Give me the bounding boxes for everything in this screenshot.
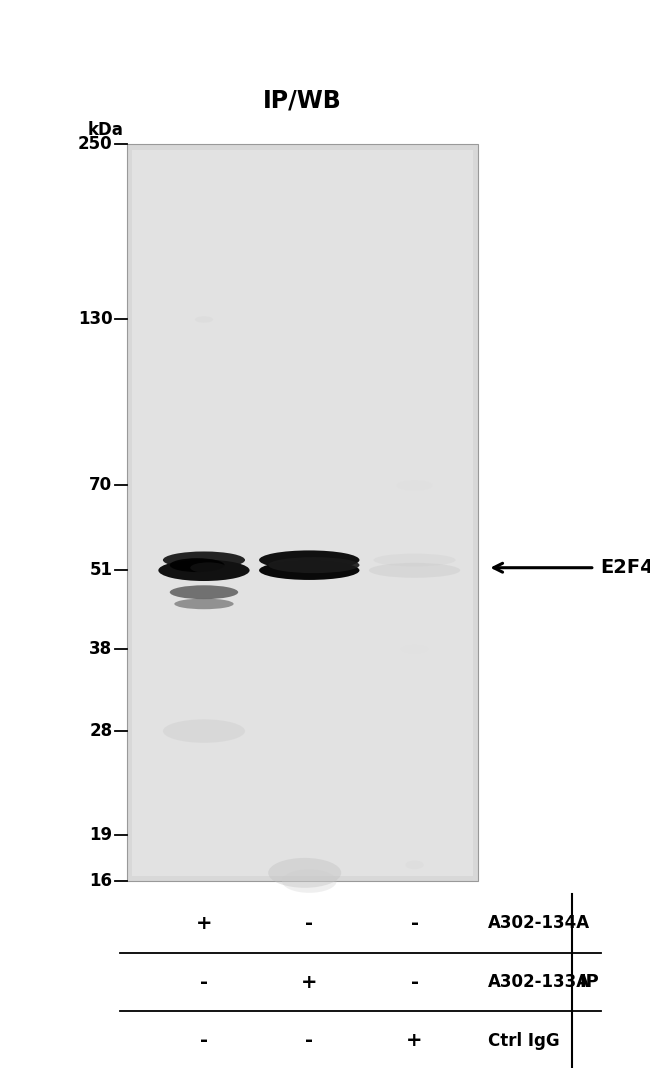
Ellipse shape bbox=[282, 869, 337, 893]
Text: -: - bbox=[306, 1032, 313, 1050]
Text: 19: 19 bbox=[89, 826, 112, 844]
Bar bbox=[141, 174, 463, 851]
Bar bbox=[162, 218, 443, 807]
Bar bbox=[129, 147, 476, 878]
Bar bbox=[148, 188, 457, 837]
Text: -: - bbox=[411, 914, 419, 932]
Ellipse shape bbox=[159, 560, 250, 581]
Text: +: + bbox=[196, 914, 212, 932]
Bar bbox=[134, 159, 471, 866]
Bar bbox=[150, 192, 455, 833]
Bar bbox=[164, 221, 441, 804]
Text: 38: 38 bbox=[89, 640, 112, 658]
Bar bbox=[132, 155, 473, 870]
Text: -: - bbox=[200, 1032, 208, 1050]
Text: +: + bbox=[301, 973, 317, 991]
Bar bbox=[151, 195, 453, 830]
Bar bbox=[157, 207, 448, 818]
Text: 250: 250 bbox=[78, 136, 112, 153]
Ellipse shape bbox=[163, 720, 245, 743]
Text: 28: 28 bbox=[89, 722, 112, 740]
Ellipse shape bbox=[259, 550, 359, 569]
Bar bbox=[146, 185, 458, 841]
Ellipse shape bbox=[374, 553, 456, 566]
Bar bbox=[159, 210, 446, 815]
Text: 130: 130 bbox=[78, 311, 112, 329]
Bar bbox=[136, 162, 469, 863]
Text: 16: 16 bbox=[90, 873, 112, 890]
Bar bbox=[144, 182, 460, 844]
Bar bbox=[139, 170, 465, 855]
Ellipse shape bbox=[174, 598, 233, 609]
Ellipse shape bbox=[170, 585, 238, 599]
Text: -: - bbox=[200, 973, 208, 991]
Text: E2F4: E2F4 bbox=[600, 559, 650, 577]
Text: -: - bbox=[411, 973, 419, 991]
Ellipse shape bbox=[369, 563, 460, 578]
Text: kDa: kDa bbox=[88, 122, 124, 139]
Text: 51: 51 bbox=[90, 562, 112, 579]
Bar bbox=[142, 177, 462, 848]
Bar bbox=[176, 248, 428, 778]
Bar bbox=[155, 203, 450, 822]
Bar bbox=[153, 200, 451, 826]
Text: IP/WB: IP/WB bbox=[263, 89, 342, 112]
Ellipse shape bbox=[259, 561, 359, 580]
Bar bbox=[170, 236, 434, 789]
Bar bbox=[160, 215, 445, 811]
Text: IP: IP bbox=[580, 973, 599, 991]
Bar bbox=[172, 240, 432, 785]
Text: A302-134A: A302-134A bbox=[488, 914, 590, 932]
Bar bbox=[167, 229, 437, 797]
Text: A302-133A: A302-133A bbox=[488, 973, 590, 991]
Bar bbox=[127, 144, 478, 881]
Ellipse shape bbox=[163, 551, 245, 568]
Ellipse shape bbox=[396, 481, 433, 491]
Ellipse shape bbox=[170, 559, 224, 572]
Bar bbox=[137, 167, 467, 859]
Ellipse shape bbox=[268, 858, 341, 888]
Bar bbox=[127, 144, 478, 881]
Ellipse shape bbox=[406, 861, 424, 869]
Bar bbox=[177, 251, 427, 774]
Bar bbox=[132, 150, 473, 876]
Ellipse shape bbox=[195, 316, 213, 323]
Text: -: - bbox=[306, 914, 313, 932]
Bar bbox=[165, 225, 439, 800]
Ellipse shape bbox=[401, 645, 428, 654]
Text: 70: 70 bbox=[89, 476, 112, 494]
Ellipse shape bbox=[268, 557, 359, 574]
Ellipse shape bbox=[190, 563, 227, 574]
Bar bbox=[130, 152, 474, 874]
Bar bbox=[169, 233, 436, 792]
Bar bbox=[174, 244, 430, 782]
Text: +: + bbox=[406, 1032, 422, 1050]
Text: Ctrl IgG: Ctrl IgG bbox=[488, 1032, 559, 1050]
